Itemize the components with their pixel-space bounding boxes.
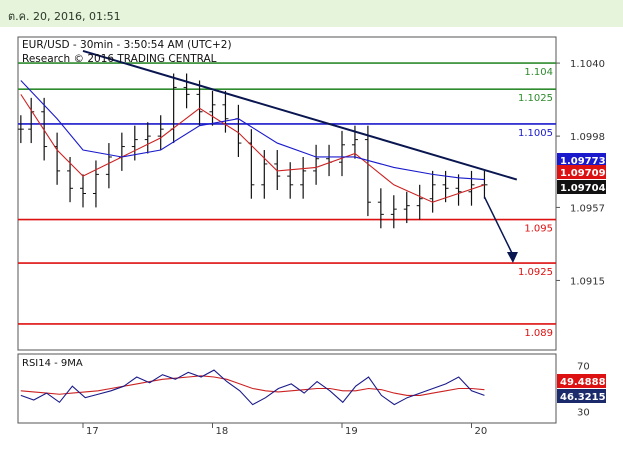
y-tick-label: 1.0915 bbox=[570, 276, 605, 287]
rsi-line bbox=[20, 369, 485, 406]
price-tag-label: 1.09773 bbox=[560, 156, 606, 167]
resistance-trendline bbox=[82, 49, 518, 181]
price-tag-box bbox=[557, 165, 606, 179]
instrument-label: EUR/USD - 30min - 3:50:54 AM (UTC+2) bbox=[22, 39, 232, 51]
rsi-tag-box bbox=[557, 389, 606, 403]
x-tick-label: 17 bbox=[86, 426, 99, 437]
x-tick-label: 18 bbox=[216, 426, 229, 437]
rsi-y-tick-label: 30 bbox=[577, 408, 590, 419]
price-tag-label: 1.09704 bbox=[560, 183, 606, 194]
research-label: Research © 2016 TRADING CENTRAL bbox=[22, 53, 217, 65]
level-label: 1.104 bbox=[524, 67, 553, 78]
indicator-line bbox=[20, 80, 485, 181]
level-label: 1.1005 bbox=[518, 128, 553, 139]
main-panel bbox=[17, 36, 557, 351]
y-tick-label: 1.0957 bbox=[570, 203, 605, 214]
x-tick-label: 19 bbox=[345, 426, 358, 437]
level-label: 1.089 bbox=[524, 328, 553, 339]
rsi-label: RSI14 - 9MA bbox=[22, 358, 83, 369]
rsi-ma-tag-label: 49.4888 bbox=[560, 377, 606, 388]
forecast-arrow-shaft bbox=[483, 196, 514, 256]
header-bar: ต.ค. 20, 2016, 01:51 bbox=[0, 0, 623, 27]
header-datetime: ต.ค. 20, 2016, 01:51 bbox=[8, 10, 121, 23]
level-label: 1.095 bbox=[524, 224, 553, 235]
level-label: 1.0925 bbox=[518, 267, 553, 278]
price-tag-label: 1.09709 bbox=[560, 168, 606, 179]
y-tick-label: 1.1040 bbox=[570, 59, 605, 70]
rsi-tag-label: 46.3215 bbox=[560, 392, 606, 403]
x-tick-label: 20 bbox=[475, 426, 488, 437]
price-tag-box bbox=[557, 153, 606, 167]
forecast-arrow-head bbox=[506, 252, 518, 264]
rsi-ma-tag-box bbox=[557, 374, 606, 388]
rsi-y-tick-label: 70 bbox=[577, 362, 590, 373]
level-label: 1.1025 bbox=[518, 93, 553, 104]
indicator-line bbox=[20, 94, 485, 203]
price-tag-box bbox=[557, 180, 606, 194]
rsi-ma-line bbox=[20, 375, 485, 396]
y-tick-label: 1.0998 bbox=[570, 132, 605, 143]
